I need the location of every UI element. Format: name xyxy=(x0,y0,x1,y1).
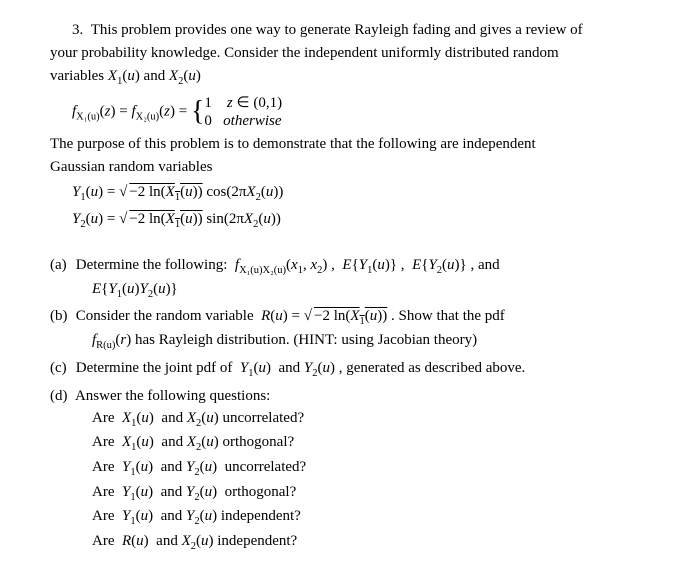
y2-definition: Y2(u) = −2 ln(X1(u)) sin(2πX2(u)) xyxy=(72,209,650,233)
part-d-q1: Are X1(u) and X2(u) uncorrelated? xyxy=(50,408,650,432)
pdf-definition: fX₁(u)(z) = fX₂(u)(z) = { 1 z ∈ (0,1) 0 … xyxy=(72,94,650,130)
part-d-q4: Are Y1(u) and Y2(u) orthogonal? xyxy=(50,482,650,506)
part-d-q6: Are R(u) and X2(u) independent? xyxy=(50,531,650,555)
part-d-text: Answer the following questions: xyxy=(75,388,270,404)
part-c-label: (c) xyxy=(50,358,72,379)
problem-block: 3. This problem provides one way to gene… xyxy=(50,20,650,555)
intro-text-3: variables X1(u) and X2(u) xyxy=(50,66,650,90)
intro-text-1: This problem provides one way to generat… xyxy=(91,22,583,38)
problem-number: 3. xyxy=(50,22,91,38)
part-c-text: Determine the joint pdf of Y1(u) and Y2(… xyxy=(76,360,526,376)
part-b: (b) Consider the random variable R(u) = … xyxy=(50,306,650,330)
part-d-q2: Are X1(u) and X2(u) orthogonal? xyxy=(50,432,650,456)
part-a-text2: E{Y1(u)Y2(u)} xyxy=(50,279,650,303)
purpose-text-2: Gaussian random variables xyxy=(50,157,650,178)
part-d-q3: Are Y1(u) and Y2(u) uncorrelated? xyxy=(50,457,650,481)
part-b-text2: fR(u)(r) has Rayleigh distribution. (HIN… xyxy=(50,330,650,354)
part-c: (c) Determine the joint pdf of Y1(u) and… xyxy=(50,358,650,382)
intro-para: 3. This problem provides one way to gene… xyxy=(50,20,650,41)
part-b-label: (b) xyxy=(50,306,72,327)
part-a: (a) Determine the following: fX₁(u)X₂(u)… xyxy=(50,255,650,279)
part-d-label: (d) xyxy=(50,386,72,407)
y1-definition: Y1(u) = −2 ln(X1(u)) cos(2πX2(u)) xyxy=(72,182,650,206)
part-a-label: (a) xyxy=(50,255,72,276)
part-b-text: Consider the random variable R(u) = −2 l… xyxy=(76,308,505,324)
purpose-text-1: The purpose of this problem is to demons… xyxy=(50,134,650,155)
intro-text-2: your probability knowledge. Consider the… xyxy=(50,43,650,64)
part-a-text: Determine the following: fX₁(u)X₂(u)(x1,… xyxy=(76,257,500,273)
part-d: (d) Answer the following questions: xyxy=(50,386,650,407)
part-d-q5: Are Y1(u) and Y2(u) independent? xyxy=(50,506,650,530)
